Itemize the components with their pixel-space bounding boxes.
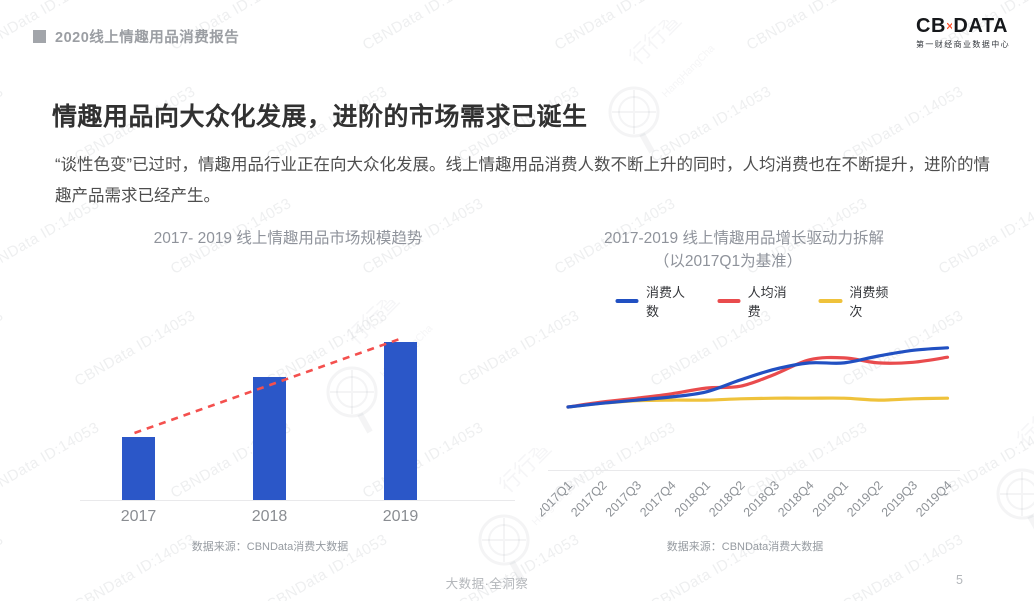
x-tick-2017Q1: 2017Q1 [540,478,575,519]
line-chart-title: 2017-2019 线上情趣用品增长驱动力拆解 [604,230,884,247]
logo-cb-text: CB [916,15,946,37]
page-paragraph: “谈性色变”已过时，情趣用品行业正在向大众化发展。线上情趣用品消费人数不断上升的… [55,155,990,205]
x-tick-2019Q2: 2019Q2 [844,478,885,519]
x-tick-2018Q4: 2018Q4 [775,478,816,519]
series-line-人均消费 [566,355,950,409]
legend-label: 人均消费 [747,285,787,319]
square-bullet-icon [33,30,46,43]
series-line-消费人数 [566,346,950,409]
line-chart-subtitle: （以2017Q1为基准） [653,253,803,270]
bar-label-2019: 2019 [383,508,419,525]
page-number: 5 [956,573,963,587]
line-chart-source: 数据来源：CBNData消费大数据 [666,541,824,553]
line-chart: 2017Q12017Q22017Q32017Q42018Q12018Q22018… [540,346,960,520]
x-tick-2018Q1: 2018Q1 [672,478,713,519]
bar-label-2017: 2017 [121,508,157,525]
x-tick-2019Q4: 2019Q4 [913,478,954,519]
bar-2018 [253,377,286,500]
trend-dashed-line [134,336,403,435]
x-tick-2018Q3: 2018Q3 [741,478,782,519]
bar-chart: 2017 2018 2019 [80,336,515,525]
legend-dash-icon [717,299,741,303]
line-chart-legend: 消费人数 人均消费 消费频次 [615,282,895,320]
bar-2019 [384,342,417,500]
x-tick-2018Q2: 2018Q2 [706,478,747,519]
logo-x-icon [946,22,953,30]
cbndata-logo-wordmark: CB DATA [916,16,1008,36]
bar-chart-title: 2017- 2019 线上情趣用品市场规模趋势 [153,230,423,247]
legend-item: 消费频次 [818,282,895,320]
x-tick-2017Q3: 2017Q3 [603,478,644,519]
legend-label: 消费频次 [849,285,889,319]
logo-subtitle: 第一财经商业数据中心 [916,40,1010,49]
footer-slogan: 大数据·全洞察 [445,577,529,591]
report-tag: 2020线上情趣用品消费报告 [33,26,239,47]
legend-item: 消费人数 [615,282,692,320]
x-tick-2019Q3: 2019Q3 [879,478,920,519]
x-tick-2017Q2: 2017Q2 [568,478,609,519]
legend-dash-icon [818,299,843,303]
x-tick-2017Q4: 2017Q4 [637,478,678,519]
legend-item: 人均消费 [717,282,793,320]
bar-label-2018: 2018 [252,508,288,525]
legend-label: 消费人数 [645,285,685,319]
bar-chart-source: 数据来源：CBNData消费大数据 [191,541,349,553]
x-tick-2019Q1: 2019Q1 [810,478,851,519]
page-title: 情趣用品向大众化发展，进阶的市场需求已诞生 [52,102,588,131]
logo-data-text: DATA [953,15,1008,37]
cbndata-logo: CB DATA 第一财经商业数据中心 [916,16,1010,50]
report-tag-label: 2020线上情趣用品消费报告 [55,30,240,46]
legend-dash-icon [615,299,639,303]
bar-2017 [122,437,155,500]
